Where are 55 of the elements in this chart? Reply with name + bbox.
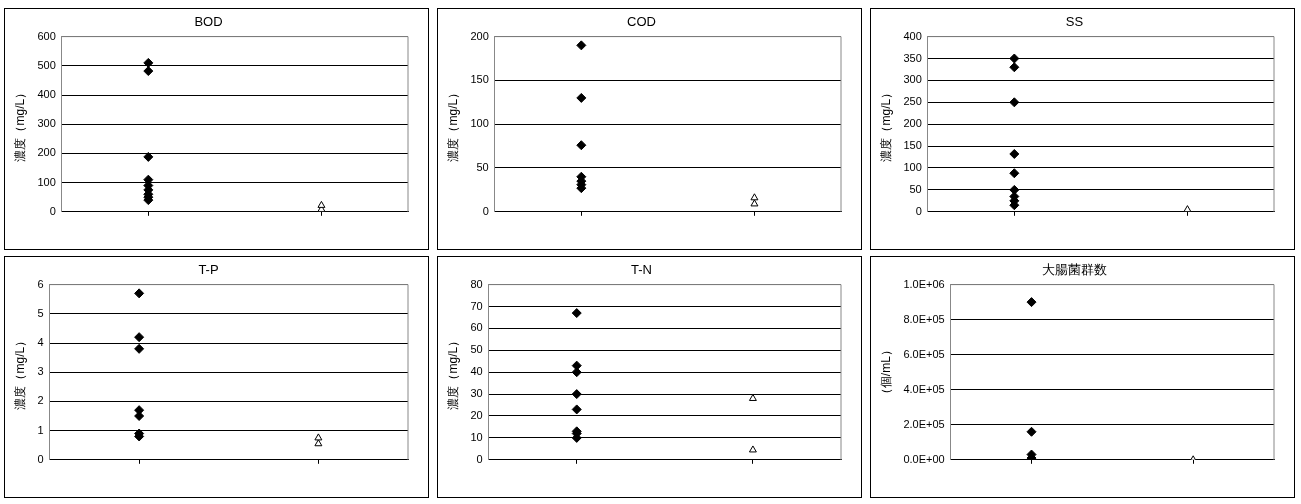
y-tick-label: 200 <box>903 117 922 130</box>
y-tick-label: 80 <box>470 277 483 290</box>
chart-title: T-N <box>631 262 652 278</box>
y-tick-label: 400 <box>37 88 56 101</box>
y-tick-label: 350 <box>903 51 922 64</box>
y-tick-label: 0.0E+00 <box>903 452 945 465</box>
y-axis-title: 濃度（mg/L） <box>878 86 893 162</box>
y-tick-label: 150 <box>470 73 489 86</box>
y-tick-label: 400 <box>903 29 922 42</box>
y-tick-label: 30 <box>470 387 483 400</box>
chart-title: COD <box>627 14 656 30</box>
y-tick-label: 150 <box>903 139 922 152</box>
chart-title: SS <box>1065 14 1084 30</box>
y-tick-label: 300 <box>37 117 56 130</box>
y-tick-label: 20 <box>470 409 483 422</box>
y-tick-label: 40 <box>470 365 483 378</box>
y-tick-label: 0 <box>37 452 44 465</box>
y-tick-label: 600 <box>37 29 56 42</box>
y-tick-label: 4.0E+05 <box>903 382 945 395</box>
y-axis-title: 濃度（mg/L） <box>12 86 27 162</box>
y-tick-label: 250 <box>903 95 922 108</box>
y-tick-label: 6 <box>37 277 44 290</box>
y-tick-label: 2.0E+05 <box>903 417 945 430</box>
y-tick-label: 10 <box>470 430 483 443</box>
y-tick-label: 0 <box>49 204 56 217</box>
chart-title: 大腸菌群数 <box>1042 262 1107 278</box>
y-tick-label: 0 <box>482 204 489 217</box>
y-tick-label: 0 <box>476 452 483 465</box>
y-tick-label: 50 <box>476 161 489 174</box>
y-tick-label: 6.0E+05 <box>903 347 945 360</box>
y-tick-label: 50 <box>909 182 922 195</box>
y-tick-label: 1 <box>37 423 44 436</box>
y-tick-label: 500 <box>37 58 56 71</box>
y-tick-label: 100 <box>470 117 489 130</box>
y-tick-label: 70 <box>470 299 483 312</box>
y-tick-label: 60 <box>470 321 483 334</box>
y-tick-label: 100 <box>37 175 56 188</box>
y-tick-label: 5 <box>37 306 44 319</box>
y-tick-label: 200 <box>37 146 56 159</box>
y-axis-title: 濃度（mg/L） <box>445 86 460 162</box>
y-tick-label: 3 <box>37 365 44 378</box>
y-tick-label: 0 <box>915 204 922 217</box>
chart-title: T-P <box>198 262 219 278</box>
y-tick-label: 2 <box>37 394 44 407</box>
y-tick-label: 1.0E+06 <box>903 277 945 290</box>
y-tick-label: 200 <box>470 29 489 42</box>
y-axis-title: 濃度（mg/L） <box>445 334 460 410</box>
y-axis-title: （個/mL） <box>878 344 893 401</box>
y-tick-label: 100 <box>903 161 922 174</box>
y-tick-label: 4 <box>37 336 44 349</box>
y-tick-label: 50 <box>470 343 483 356</box>
y-axis-title: 濃度（mg/L） <box>12 334 27 410</box>
y-tick-label: 300 <box>903 73 922 86</box>
chart-title: BOD <box>194 14 223 30</box>
y-tick-label: 8.0E+05 <box>903 312 945 325</box>
